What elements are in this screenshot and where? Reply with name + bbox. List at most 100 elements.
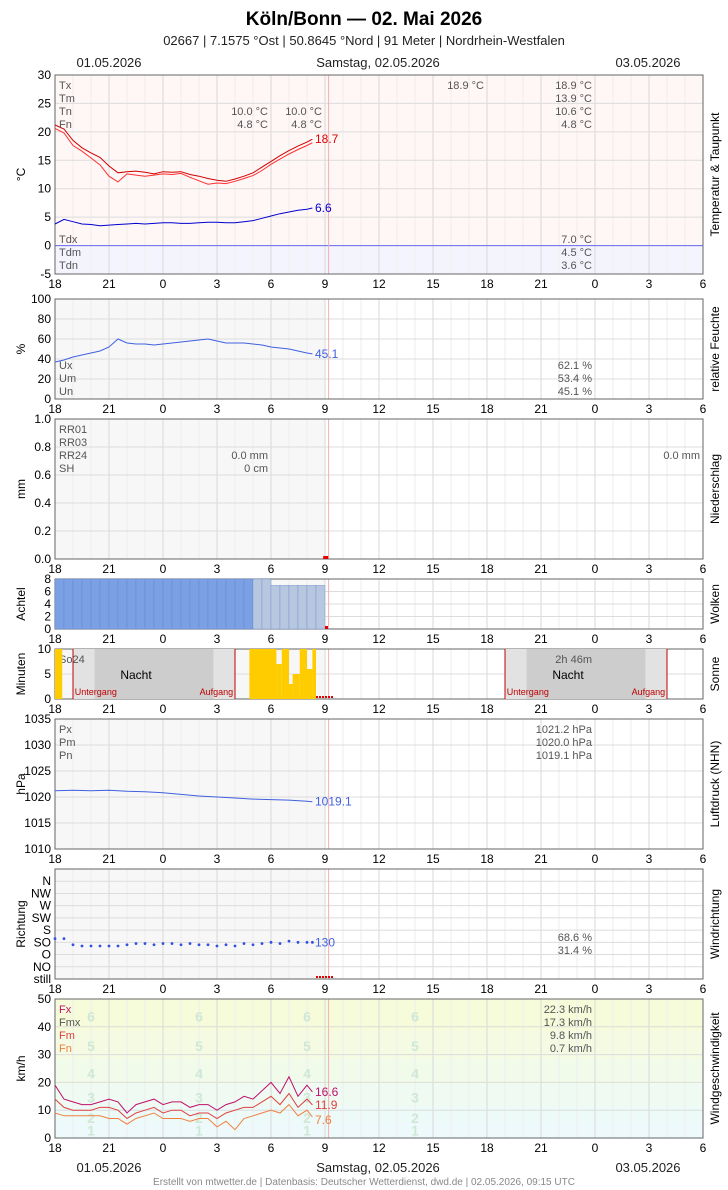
panel-title: relative Feuchte bbox=[708, 306, 722, 392]
cloud-bar bbox=[243, 578, 254, 630]
y-tick-label: NO bbox=[33, 960, 51, 974]
x-tick-label: 12 bbox=[372, 1141, 386, 1155]
wind-dir-point bbox=[197, 943, 201, 947]
x-tick-label: 0 bbox=[592, 402, 599, 416]
x-tick-label: 6 bbox=[700, 562, 707, 576]
wdir-marker bbox=[331, 976, 333, 978]
sunset-label: Untergang bbox=[75, 687, 117, 697]
stat-label: Fm bbox=[59, 1030, 75, 1042]
wind-dir-point bbox=[224, 943, 228, 947]
night-label: Nacht bbox=[120, 668, 152, 682]
x-tick-label: 21 bbox=[102, 402, 116, 416]
cloud-bar bbox=[297, 585, 308, 630]
y-axis-label: Minuten bbox=[14, 653, 28, 696]
stat-value: 4.5 °C bbox=[561, 247, 592, 259]
wind-mean-line bbox=[54, 1103, 313, 1131]
wdir-marker bbox=[316, 976, 318, 978]
x-tick-label: 3 bbox=[646, 1141, 653, 1155]
footer-credit: Erstellt von mtwetter.de | Datenbasis: D… bbox=[153, 1177, 575, 1188]
sunset-label: Untergang bbox=[507, 687, 549, 697]
x-tick-label: 21 bbox=[534, 632, 548, 646]
x-tick-label: 0 bbox=[160, 277, 167, 291]
y-tick-label: 10 bbox=[38, 642, 52, 656]
wind-current: 11.9 bbox=[315, 1098, 338, 1112]
beaufort-label: 6 bbox=[195, 1009, 203, 1025]
cloud-bar bbox=[207, 578, 218, 630]
y-tick-label: 15 bbox=[38, 153, 52, 167]
x-tick-label: 21 bbox=[534, 402, 548, 416]
stat-label: RR24 bbox=[59, 450, 87, 462]
x-tick-label: 21 bbox=[534, 982, 548, 996]
stat-value: 3.6 °C bbox=[561, 260, 592, 272]
y-tick-label: 1035 bbox=[24, 712, 51, 726]
y-tick-label: N bbox=[42, 874, 51, 888]
panel-title: Temperatur & Taupunkt bbox=[708, 112, 722, 237]
wdir-marker bbox=[328, 976, 330, 978]
cloud-bar bbox=[63, 578, 74, 630]
y-tick-label: 6 bbox=[44, 585, 51, 599]
sun-marker bbox=[328, 696, 330, 698]
stat-label: Un bbox=[59, 386, 73, 398]
page-title: Köln/Bonn — 02. Mai 2026 bbox=[246, 9, 483, 30]
sunshine-bar bbox=[249, 649, 277, 699]
stat-label: Fx bbox=[59, 1004, 72, 1016]
temp-max-line bbox=[54, 124, 313, 182]
panel-title: Niederschlag bbox=[708, 454, 722, 524]
x-tick-label: 3 bbox=[214, 702, 221, 716]
x-tick-label: 21 bbox=[534, 277, 548, 291]
future-bg bbox=[325, 719, 703, 849]
beaufort-label: 4 bbox=[87, 1066, 95, 1082]
y-tick-label: SO bbox=[34, 935, 51, 949]
wind-dir-point bbox=[80, 944, 84, 948]
x-tick-label: 0 bbox=[160, 702, 167, 716]
wind-current: 7.6 bbox=[315, 1113, 332, 1127]
x-tick-label: 0 bbox=[592, 277, 599, 291]
y-tick-label: 1030 bbox=[24, 738, 51, 752]
y-tick-label: 0.4 bbox=[34, 496, 51, 510]
x-tick-label: 0 bbox=[592, 852, 599, 866]
x-tick-label: 3 bbox=[646, 702, 653, 716]
beaufort-label: 2 bbox=[303, 1110, 311, 1126]
cloud-bar bbox=[90, 578, 101, 630]
x-tick-label: 21 bbox=[102, 632, 116, 646]
sunshine-bar bbox=[312, 649, 316, 699]
y-tick-label: 8 bbox=[44, 572, 51, 586]
stat-label: Tx bbox=[59, 80, 72, 92]
stat-label: Fn bbox=[59, 119, 72, 131]
cloud-bar bbox=[261, 578, 272, 630]
x-tick-label: 15 bbox=[426, 277, 440, 291]
x-tick-label: 18 bbox=[480, 982, 494, 996]
wind-dir-point bbox=[278, 942, 282, 945]
wind-current: 16.6 bbox=[315, 1085, 339, 1099]
x-tick-label: 18 bbox=[480, 1141, 494, 1155]
date-current-bottom: Samstag, 02.05.2026 bbox=[316, 1160, 440, 1175]
y-tick-label: 30 bbox=[38, 68, 52, 82]
y-tick-label: S bbox=[43, 923, 51, 937]
y-tick-label: 1010 bbox=[24, 842, 51, 856]
y-tick-label: 0.2 bbox=[34, 524, 51, 538]
y-tick-label: 0 bbox=[44, 1131, 51, 1145]
y-axis-label: Richtung bbox=[14, 900, 28, 947]
cloud-bar bbox=[144, 578, 155, 630]
sunrise-label: Aufgang bbox=[200, 687, 234, 697]
y-tick-label: 1015 bbox=[24, 816, 51, 830]
stat-value: 18.9 °C bbox=[555, 80, 592, 92]
stat-label: Tn bbox=[59, 106, 72, 118]
y-tick-label: 0 bbox=[44, 692, 51, 706]
x-tick-label: 6 bbox=[700, 402, 707, 416]
x-tick-label: 9 bbox=[322, 982, 329, 996]
stat-value: 31.4 % bbox=[558, 945, 592, 957]
stat-value: 4.8 °C bbox=[237, 119, 268, 131]
y-tick-label: 5 bbox=[44, 210, 51, 224]
x-tick-label: 18 bbox=[48, 982, 62, 996]
stat-label: Ux bbox=[59, 360, 73, 372]
y-tick-label: 0 bbox=[44, 622, 51, 636]
y-tick-label: 40 bbox=[38, 1020, 52, 1034]
stat-value: 0.0 mm bbox=[231, 450, 268, 462]
x-tick-label: 0 bbox=[592, 562, 599, 576]
y-tick-label: 1.0 bbox=[34, 412, 51, 426]
wind-dir-point bbox=[143, 942, 147, 945]
x-tick-label: 0 bbox=[592, 982, 599, 996]
y-tick-label: 4 bbox=[44, 597, 51, 611]
x-tick-label: 6 bbox=[700, 1141, 707, 1155]
